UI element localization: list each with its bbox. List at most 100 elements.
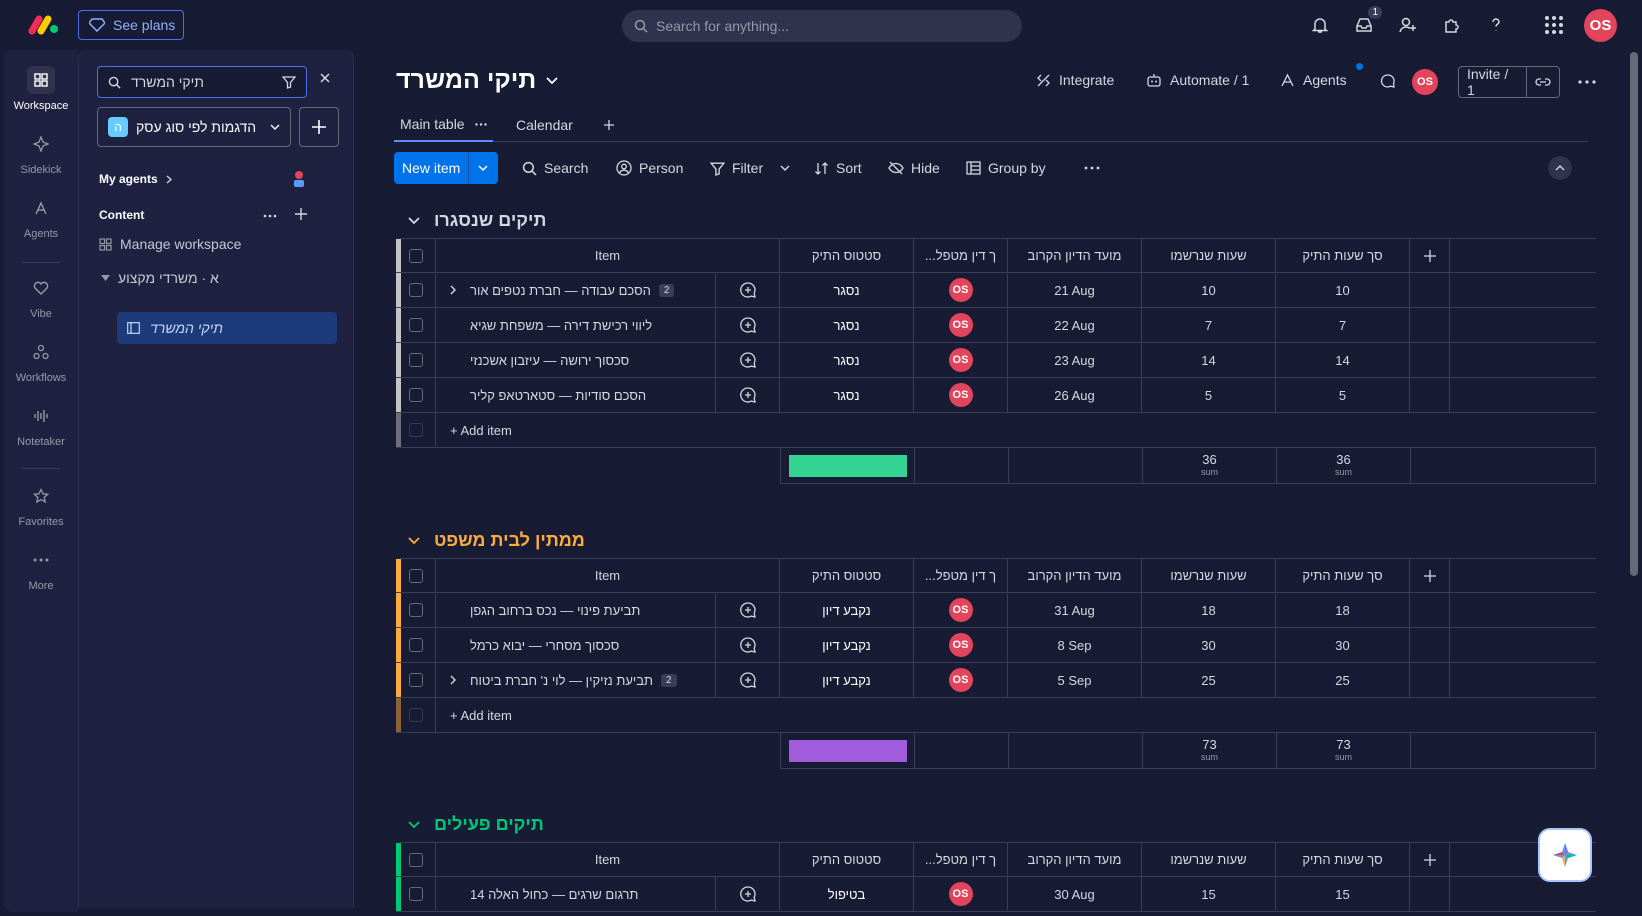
item-name[interactable]: תביעת פינוי — נכס ברחוב הגפן <box>470 602 641 618</box>
column-header-status[interactable]: סטטוס התיק <box>780 843 914 876</box>
column-header-logged[interactable]: שעות שנרשמו <box>1142 559 1276 592</box>
person-button[interactable]: Person <box>616 152 683 184</box>
group-title[interactable]: תיקים פעילים <box>434 814 544 834</box>
total-hours-cell[interactable]: 15 <box>1276 877 1410 911</box>
column-header-hearing[interactable]: מועד הדיון הקרוב <box>1008 559 1142 592</box>
date-cell[interactable]: 26 Aug <box>1008 378 1142 412</box>
group-by-button[interactable]: Group by <box>966 152 1046 184</box>
column-header-total[interactable]: סך שעות התיק <box>1276 239 1410 272</box>
logged-hours-cell[interactable]: 18 <box>1142 593 1276 627</box>
add-column-icon[interactable] <box>1410 239 1450 272</box>
status-summary[interactable] <box>781 448 915 483</box>
item-name[interactable]: תביעת נזיקין — לוי נ' חברת ביטוח <box>470 672 654 688</box>
chevron-down-icon[interactable] <box>408 216 420 225</box>
sort-button[interactable]: Sort <box>814 152 862 184</box>
agent-avatar-icon[interactable] <box>291 170 307 188</box>
column-header-total[interactable]: סך שעות התיק <box>1276 559 1410 592</box>
status-cell[interactable]: נסגר <box>780 378 914 412</box>
total-hours-cell[interactable]: 14 <box>1276 343 1410 377</box>
new-item-button[interactable]: New item <box>394 152 498 184</box>
total-hours-cell[interactable]: 5 <box>1276 378 1410 412</box>
status-cell[interactable]: נסגר <box>780 343 914 377</box>
person-cell[interactable]: OS <box>914 877 1008 911</box>
bell-icon[interactable] <box>1308 13 1332 37</box>
add-workspace-item-button[interactable] <box>299 107 339 147</box>
group-header[interactable]: תיקים שנסגרו <box>408 210 546 231</box>
column-header-total[interactable]: סך שעות התיק <box>1276 843 1410 876</box>
comment-icon[interactable] <box>1380 73 1396 89</box>
filter-button[interactable]: Filter <box>710 152 790 184</box>
item-name[interactable]: הסכם עבודה — חברת נטפים אור <box>470 282 651 298</box>
row-checkbox[interactable] <box>396 378 436 412</box>
item-name-cell[interactable]: תביעת נזיקין — לוי נ' חברת ביטוח 2 <box>436 663 716 697</box>
updates-icon[interactable] <box>716 593 780 627</box>
item-name-cell[interactable]: הסכם סודיות — סטארטאפ קליר <box>436 378 716 412</box>
group-header[interactable]: ממתין לבית משפט <box>408 530 585 551</box>
global-search-input[interactable]: Search for anything... <box>622 10 1022 42</box>
search-button[interactable]: Search <box>522 152 588 184</box>
table-row[interactable]: תביעת נזיקין — לוי נ' חברת ביטוח 2 נקבע … <box>396 663 1596 698</box>
row-checkbox[interactable] <box>396 308 436 342</box>
folder-item[interactable]: א · משרדי מקצוע <box>101 270 219 286</box>
ai-assistant-button[interactable] <box>1538 828 1592 882</box>
column-header-item[interactable]: Item <box>436 239 780 272</box>
inbox-icon[interactable]: 1 <box>1352 6 1382 37</box>
chevron-down-icon[interactable] <box>469 152 497 184</box>
rail-workflows[interactable]: Workflows <box>4 338 78 384</box>
logged-sum-cell[interactable]: 73 sum <box>1143 733 1277 768</box>
see-plans-button[interactable]: See plans <box>78 10 184 40</box>
rail-more[interactable]: More <box>4 546 78 592</box>
add-item-row[interactable]: + Add item <box>396 413 1596 448</box>
total-hours-cell[interactable]: 10 <box>1276 273 1410 307</box>
table-row[interactable]: הסכם עבודה — חברת נטפים אור 2 נסגר OS 21… <box>396 273 1596 308</box>
column-header-status[interactable]: סטטוס התיק <box>780 239 914 272</box>
table-row[interactable]: הסכם סודיות — סטארטאפ קליר נסגר OS 26 Au… <box>396 378 1596 413</box>
link-icon[interactable] <box>1527 67 1559 97</box>
invite-members-icon[interactable] <box>1396 13 1420 37</box>
help-icon[interactable] <box>1484 13 1508 37</box>
user-avatar[interactable]: OS <box>1584 9 1617 42</box>
column-header-status[interactable]: סטטוס התיק <box>780 559 914 592</box>
column-header-hearing[interactable]: מועד הדיון הקרוב <box>1008 239 1142 272</box>
logged-hours-cell[interactable]: 30 <box>1142 628 1276 662</box>
total-sum-cell[interactable]: 73 sum <box>1277 733 1411 768</box>
add-item-input[interactable]: + Add item <box>450 422 512 438</box>
row-checkbox[interactable] <box>396 273 436 307</box>
select-all-checkbox[interactable] <box>396 843 436 876</box>
workspace-selector[interactable]: ה הדגמות לפי סוג עסק <box>97 107 291 147</box>
status-cell[interactable]: בטיפול <box>780 877 914 911</box>
status-cell[interactable]: נקבע דיון <box>780 663 914 697</box>
status-cell[interactable]: נסגר <box>780 308 914 342</box>
row-checkbox[interactable] <box>396 593 436 627</box>
sidebar-item-board[interactable]: תיקי המשרד <box>117 312 337 344</box>
date-cell[interactable]: 5 Sep <box>1008 663 1142 697</box>
collapse-header-icon[interactable] <box>1548 156 1572 180</box>
rail-sidekick[interactable]: Sidekick <box>4 130 78 176</box>
status-summary[interactable] <box>781 733 915 768</box>
board-title[interactable]: תיקי המשרד <box>396 66 558 95</box>
item-name-cell[interactable]: ליווי רכישת דירה — משפחת שגיא <box>436 308 716 342</box>
person-cell[interactable]: OS <box>914 273 1008 307</box>
tab-calendar[interactable]: Calendar <box>510 108 579 142</box>
total-hours-cell[interactable]: 18 <box>1276 593 1410 627</box>
manage-workspace-link[interactable]: Manage workspace <box>99 236 241 252</box>
updates-icon[interactable] <box>716 378 780 412</box>
rail-notetaker[interactable]: Notetaker <box>4 402 78 448</box>
apps-puzzle-icon[interactable] <box>1440 13 1464 37</box>
item-name[interactable]: ליווי רכישת דירה — משפחת שגיא <box>470 317 653 333</box>
column-header-lawyer[interactable]: ...ך דין מטפל <box>914 843 1008 876</box>
column-header-lawyer[interactable]: ...ך דין מטפל <box>914 559 1008 592</box>
monday-logo[interactable] <box>28 14 58 36</box>
sidebar-search-input[interactable]: תיקי המשרד <box>97 66 307 98</box>
row-checkbox[interactable] <box>396 877 436 911</box>
content-more-icon[interactable] <box>263 214 277 218</box>
logged-sum-cell[interactable]: 36 sum <box>1143 448 1277 483</box>
logged-hours-cell[interactable]: 5 <box>1142 378 1276 412</box>
close-search-icon[interactable] <box>319 72 331 84</box>
group-title[interactable]: תיקים שנסגרו <box>434 210 547 230</box>
group-title[interactable]: ממתין לבית משפט <box>434 530 585 550</box>
item-name[interactable]: תרגום שרגים — כחול האלה 14 <box>470 886 639 902</box>
chevron-down-icon[interactable] <box>408 536 420 545</box>
select-all-checkbox[interactable] <box>396 559 436 592</box>
page-scrollbar[interactable] <box>1630 52 1638 576</box>
